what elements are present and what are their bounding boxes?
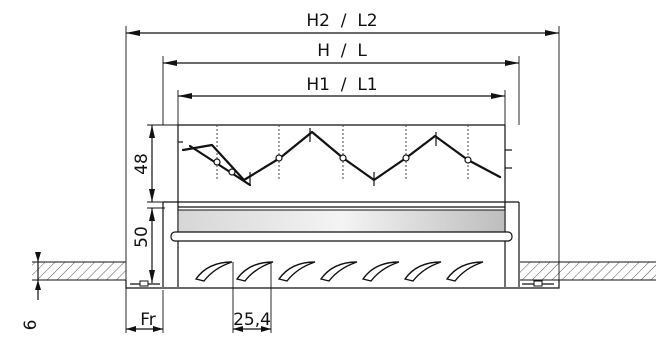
dimension-48: 48 bbox=[132, 124, 178, 203]
dimension-label-h1-l1: H1 / L1 bbox=[306, 75, 377, 95]
dimension-label-48: 48 bbox=[132, 153, 152, 175]
dimension-50: 50 bbox=[132, 207, 165, 283]
dimension-pitch: 25,4 bbox=[232, 262, 272, 333]
ceiling-slab bbox=[32, 261, 656, 281]
plenum-box bbox=[162, 124, 520, 287]
dimension-fr: Fr bbox=[125, 288, 164, 333]
dimension-label-6: 6 bbox=[21, 320, 41, 331]
dimension-label-h-l: H / L bbox=[317, 41, 367, 61]
dimension-h1-l1: H1 / L1 bbox=[177, 75, 506, 125]
dimension-h-l: H / L bbox=[162, 41, 520, 125]
dimension-label-fr: Fr bbox=[140, 310, 156, 330]
dimension-label-50: 50 bbox=[132, 226, 152, 248]
dimension-6: 6 bbox=[21, 252, 41, 330]
dimension-label-pitch: 25,4 bbox=[233, 310, 271, 330]
hanger-lines bbox=[216, 125, 469, 180]
dimension-label-h2-l2: H2 / L2 bbox=[306, 11, 377, 31]
grille-flange bbox=[125, 280, 560, 289]
connector-bar bbox=[170, 209, 513, 242]
dimension-h2-l2: H2 / L2 bbox=[125, 11, 560, 288]
damper-blades bbox=[178, 128, 512, 187]
curved-vanes bbox=[194, 261, 484, 282]
